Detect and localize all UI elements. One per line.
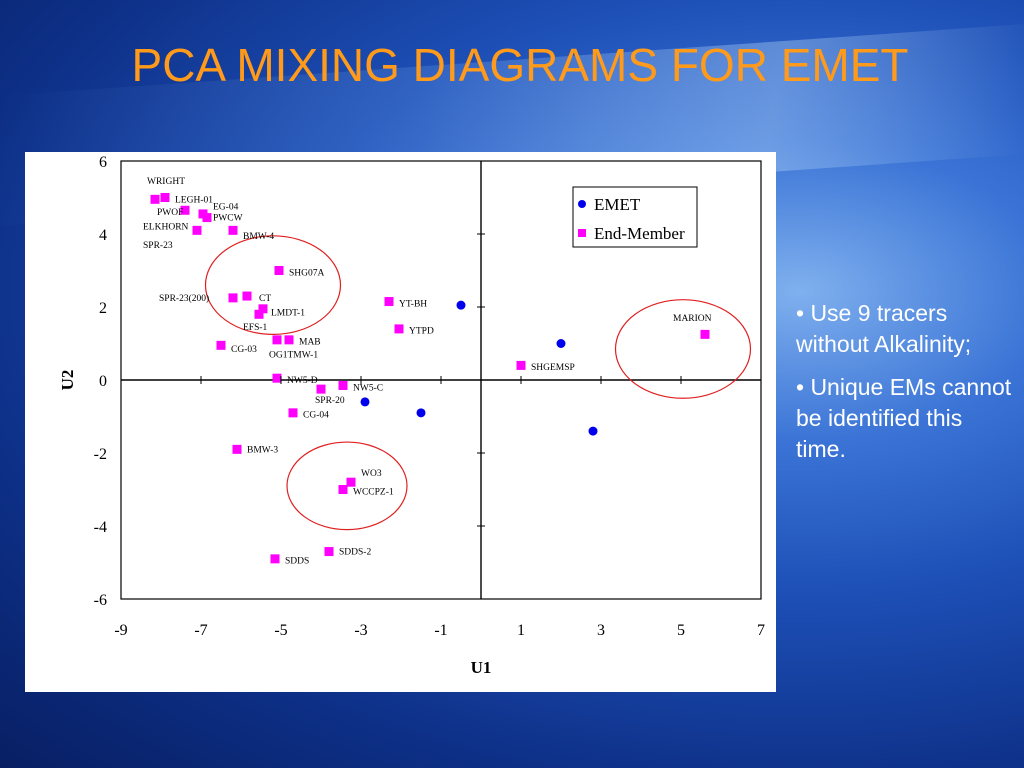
point-label: SPR-20 [315, 396, 345, 406]
chart-panel: WRIGHT LEGH-01 PWOF EG-04 PWCW ELKHORN BMW-4 SP… [25, 152, 776, 692]
point-label: EFS-1 [243, 323, 268, 333]
end-member-point [272, 373, 282, 383]
point-label: CG-04 [303, 411, 329, 421]
point-label: BMW-3 [247, 445, 278, 455]
point-label: PWOF [157, 208, 183, 218]
end-member-point [254, 309, 264, 319]
x-axis-label: U1 [471, 658, 492, 677]
x-tick-label: -1 [434, 622, 447, 639]
highlight-circle [286, 441, 408, 531]
end-member-point [316, 384, 326, 394]
point-label: SPR-23(200) [159, 293, 209, 304]
point-label: SPR-23 [143, 241, 173, 251]
x-tick-label: -9 [114, 622, 127, 639]
end-member-point [232, 444, 242, 454]
point-label: LEGH-01 [175, 195, 213, 205]
end-member-point [338, 485, 348, 494]
end-member-point [228, 225, 238, 235]
end-member-point [258, 304, 268, 314]
end-member-point [700, 329, 710, 339]
point-label: SDDS [285, 557, 309, 567]
end-member-point [192, 225, 202, 235]
highlight-circle [204, 235, 342, 335]
point-label: SHG07A [289, 268, 325, 278]
point-label: CG-03 [231, 345, 257, 355]
end-member-point [338, 380, 348, 390]
end-member-point [346, 477, 356, 487]
x-tick-label: 7 [757, 622, 765, 639]
point-label: YT-BH [399, 299, 427, 309]
point-label: OG1TMW-1 [269, 350, 318, 360]
end-member-point [394, 324, 404, 334]
x-tick-label: -3 [354, 622, 367, 639]
end-member-point [160, 193, 170, 202]
end-member-point [216, 340, 226, 350]
end-member-point [274, 266, 284, 275]
end-member-point [516, 360, 526, 370]
end-member-point [202, 213, 212, 223]
end-member-point [228, 293, 238, 303]
end-member-point [272, 335, 282, 345]
emet-point [556, 339, 566, 348]
y-tick-label: 4 [99, 227, 107, 244]
point-label: WCCPZ-1 [353, 487, 394, 497]
point-label: MAB [299, 338, 321, 348]
point-label: BMW-4 [243, 232, 274, 242]
highlight-circle [614, 299, 752, 399]
legend-entry-label: End-Member [594, 224, 685, 243]
end-member-point [288, 408, 298, 418]
emet-point [456, 300, 466, 310]
emet-point [360, 397, 370, 407]
point-label: SDDS-2 [339, 548, 371, 558]
point-label: CT [259, 294, 271, 304]
legend-box [572, 186, 698, 248]
point-label: WO3 [361, 469, 382, 479]
point-label: SHGEMSP [531, 363, 575, 373]
y-tick-label: 0 [99, 373, 107, 390]
end-member-point [150, 194, 160, 204]
legend-emet-marker [578, 200, 586, 208]
bullet-list: • Use 9 tracers without Alkalinity; • Un… [796, 298, 1016, 477]
end-member-point [270, 554, 280, 564]
bullet-item: • Use 9 tracers without Alkalinity; [796, 300, 972, 357]
point-label: PWCW [213, 214, 243, 224]
x-tick-label: -5 [274, 622, 287, 639]
emet-point [588, 426, 598, 436]
emet-point [416, 408, 426, 418]
x-tick-label: 3 [597, 622, 605, 639]
y-tick-label: 2 [99, 300, 107, 317]
y-tick-label: -4 [94, 519, 107, 536]
end-member-point [242, 291, 252, 301]
point-label: NW5-D [287, 376, 318, 386]
y-tick-label: -2 [94, 446, 107, 463]
legend-end-member-marker [578, 229, 586, 237]
y-tick-label: 6 [99, 154, 107, 171]
point-label: NW5-C [353, 383, 383, 393]
point-label: WRIGHT [147, 177, 185, 187]
y-axis-label: U2 [58, 370, 77, 391]
legend-entry-label: EMET [594, 195, 641, 214]
x-tick-label: -7 [194, 622, 207, 639]
slide-title: PCA MIXING DIAGRAMS FOR EMET [131, 39, 909, 91]
x-tick-label: 5 [677, 622, 685, 639]
y-tick-label: -6 [94, 592, 107, 609]
end-member-point [324, 547, 334, 557]
point-label: YTPD [409, 327, 434, 337]
end-member-point [284, 335, 294, 345]
point-label: MARION [673, 314, 712, 324]
point-label: ELKHORN [143, 223, 189, 233]
point-label: EG-04 [213, 203, 239, 213]
end-member-point [384, 297, 394, 307]
end-member-point [180, 205, 190, 215]
bullet-item: • Unique EMs cannot be identified this t… [796, 374, 1012, 462]
point-label: LMDT-1 [271, 308, 305, 318]
x-tick-label: 1 [517, 622, 525, 639]
